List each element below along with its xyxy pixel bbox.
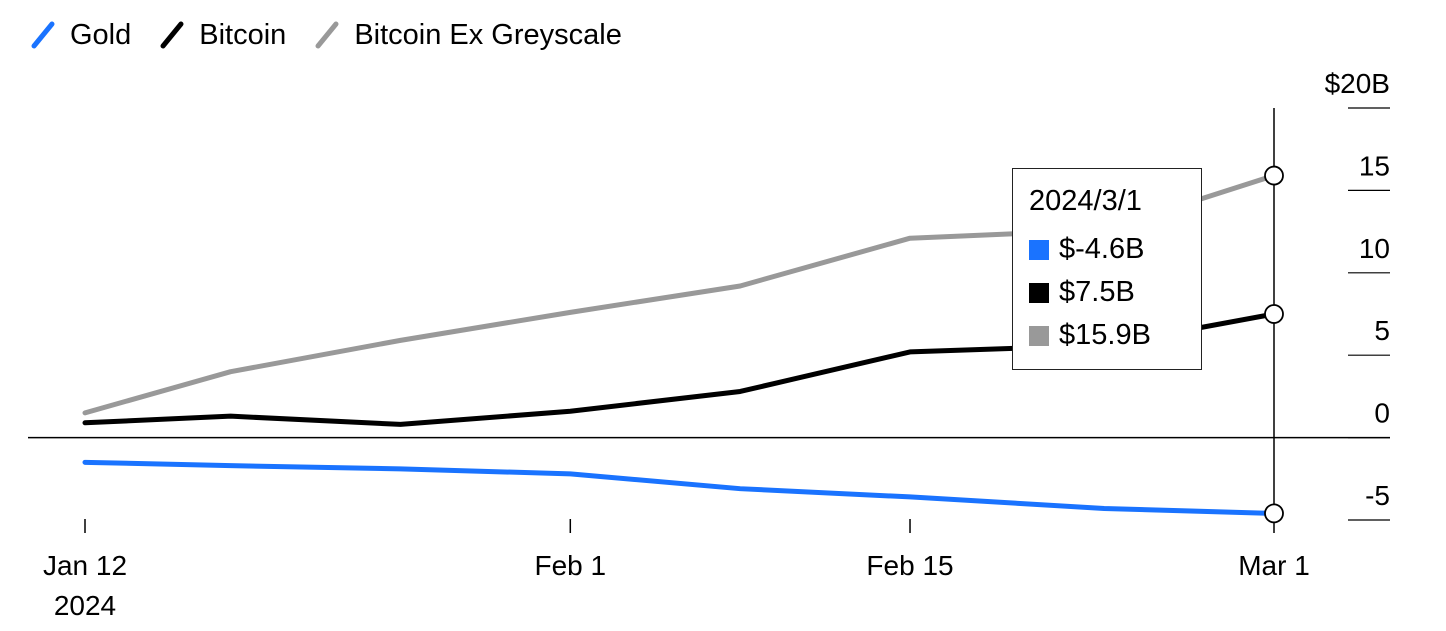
tooltip-swatch-gold-icon bbox=[1029, 239, 1049, 260]
x-tick-year-label: 2024 bbox=[54, 590, 116, 621]
hover-marker-bitcoin bbox=[1264, 304, 1284, 324]
tooltip-row-gold: $-4.6B bbox=[1029, 228, 1201, 271]
tooltip-swatch-bitcoin-icon bbox=[1029, 282, 1049, 303]
hover-marker-bitcoin-ex-greyscale bbox=[1264, 165, 1284, 186]
legend-item-bitcoin-ex-greyscale[interactable]: Bitcoin Ex Greyscale bbox=[312, 18, 622, 52]
legend-item-gold[interactable]: Gold bbox=[28, 18, 131, 52]
legend-swatch-gold-icon bbox=[31, 21, 55, 49]
tooltip-value-bitcoin: $7.5B bbox=[1059, 276, 1135, 308]
legend-swatch-bitcoin-ex-greyscale-icon bbox=[315, 21, 339, 49]
tooltip-value-gold: $-4.6B bbox=[1059, 233, 1145, 265]
y-tick-label: 10 bbox=[1359, 233, 1390, 264]
tooltip-swatch-bitcoin-ex-greyscale-icon bbox=[1029, 325, 1049, 346]
x-tick-label: Mar 1 bbox=[1238, 550, 1310, 581]
legend-label-gold: Gold bbox=[70, 18, 132, 51]
tooltip-value-bitcoin-ex-greyscale: $15.9B bbox=[1059, 319, 1151, 351]
tooltip-row-bitcoin: $7.5B bbox=[1029, 271, 1201, 314]
y-tick-label: 0 bbox=[1374, 398, 1390, 429]
x-tick-label: Feb 15 bbox=[866, 550, 953, 581]
y-tick-label: 15 bbox=[1359, 150, 1390, 181]
x-tick-label: Jan 12 bbox=[43, 550, 127, 581]
legend: Gold Bitcoin Bitcoin Ex Greyscale bbox=[28, 18, 648, 52]
x-axis: Jan 12 2024 Feb 1 Feb 15 Mar 1 bbox=[43, 519, 1310, 621]
series-line-gold bbox=[82, 459, 1277, 516]
legend-label-bitcoin-ex-greyscale: Bitcoin Ex Greyscale bbox=[354, 18, 622, 51]
tooltip-row-bitcoin-ex-greyscale: $15.9B bbox=[1029, 314, 1201, 357]
legend-label-bitcoin: Bitcoin bbox=[199, 18, 287, 51]
hover-marker-gold bbox=[1264, 503, 1284, 524]
tooltip-date: 2024/3/1 bbox=[1029, 185, 1142, 217]
hover-tooltip: 2024/3/1 $-4.6B $7.5B $15.9B bbox=[1012, 168, 1202, 370]
y-tick-label: 5 bbox=[1374, 315, 1390, 346]
hover-markers bbox=[1264, 165, 1284, 524]
legend-item-bitcoin[interactable]: Bitcoin bbox=[157, 18, 286, 52]
y-tick-label: $20B bbox=[1325, 68, 1390, 99]
y-axis: $20B 15 10 5 0 -5 bbox=[1325, 68, 1390, 511]
x-tick-label: Feb 1 bbox=[535, 550, 607, 581]
y-tick-label: -5 bbox=[1365, 480, 1390, 511]
legend-swatch-bitcoin-icon bbox=[160, 21, 184, 49]
